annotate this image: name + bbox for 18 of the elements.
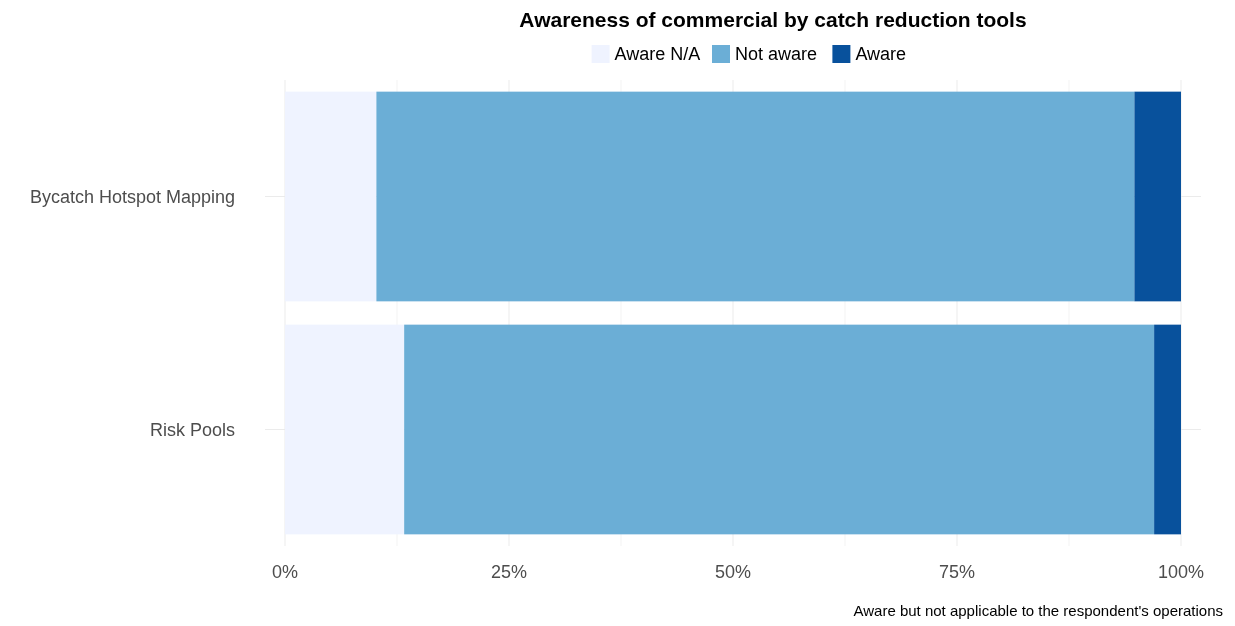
bar <box>1134 91 1181 302</box>
bar <box>285 324 405 535</box>
bar <box>404 324 1155 535</box>
y-tick-label: Risk Pools <box>149 419 235 440</box>
x-tick-label: 50% <box>714 562 752 582</box>
bar <box>1154 324 1181 535</box>
x-tick-label: 100% <box>1157 562 1205 582</box>
y-tick-label: Bycatch Hotspot Mapping <box>29 186 235 207</box>
legend-label: Not aware <box>735 44 818 64</box>
chart-title: Awareness of commercial by catch reduction tools <box>519 8 1027 31</box>
x-tick-label: 0% <box>271 562 299 582</box>
legend-label: Aware N/A <box>614 44 701 64</box>
x-tick-label: 25% <box>490 562 528 582</box>
bar <box>285 91 377 302</box>
x-tick-label: 75% <box>938 562 976 582</box>
text: Aware but not applicable to the respondent's operations <box>853 602 1223 619</box>
legend-label: Aware <box>855 44 907 64</box>
bar <box>376 91 1135 302</box>
